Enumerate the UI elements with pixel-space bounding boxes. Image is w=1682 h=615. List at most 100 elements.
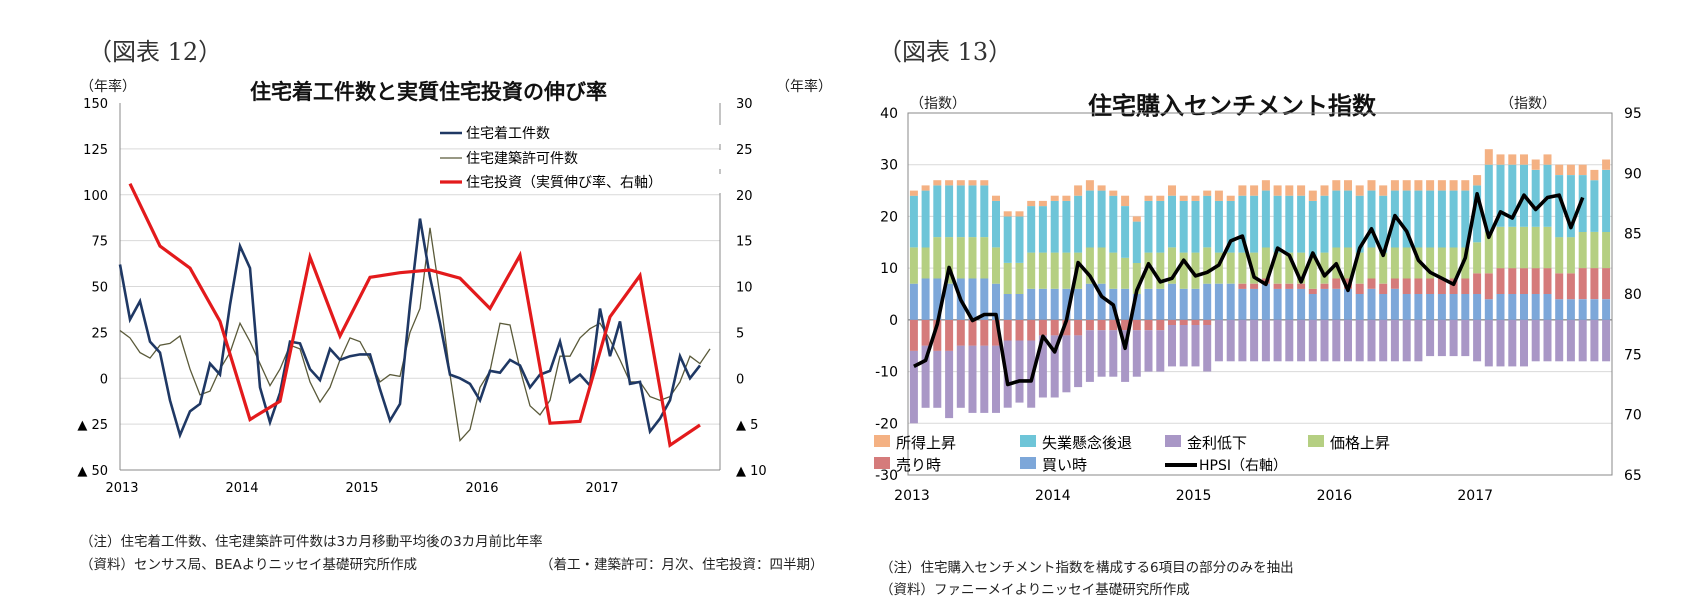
bar-sell [921,319,930,346]
bar-sell [945,319,954,351]
bar-income [1414,180,1423,191]
legend-rate-text: 金利低下 [1187,434,1247,452]
bar-price [1426,247,1435,279]
bar-price [1520,226,1528,269]
y-right-tick-label: 80 [1624,287,1642,303]
bar-price [1062,252,1071,289]
series-line-housing-starts [118,218,702,440]
bar-sell [1308,288,1317,294]
bar-buy [1273,288,1282,320]
y-right-tick-label: 0 [736,372,744,387]
bar-job [1015,216,1024,263]
bar-sell [1449,278,1458,294]
bar-buy [1097,283,1106,320]
bar-income [968,180,977,186]
y-left-tick-label: 10 [880,261,898,277]
bar-buy [968,278,977,320]
left-axis-unit: （年率） [80,79,136,95]
legend-income-swatch [874,435,890,447]
series-line-hpsi [913,192,1585,387]
bar-buy [1062,288,1071,320]
bar-price [1437,247,1446,279]
bar-job [956,185,965,238]
bar-price [1109,252,1118,289]
bar-income [1050,195,1059,201]
bar-rate [945,350,954,419]
bar-price [1555,237,1564,274]
bar-buy [909,283,918,320]
bar-buy [1344,288,1352,320]
bar-rate [1261,319,1270,362]
bar-sell [1027,319,1036,341]
bar-sell [1414,278,1423,294]
bar-rate [1250,319,1259,362]
legend-bg [434,125,734,144]
y-left-tick-label: 0 [889,313,898,329]
bar-rate [1097,330,1106,377]
bar-price [1085,247,1094,284]
bar-sell [1085,319,1094,331]
bar-buy [1050,288,1059,320]
bar-rate [1308,319,1317,362]
bar-job [1027,206,1036,253]
bar-price [1531,226,1540,269]
bar-job [1461,190,1470,248]
y-left-tick-label: 150 [83,97,108,112]
bar-income [1074,185,1083,196]
y-left-tick-label: 0 [100,372,108,387]
y-left-tick-label: 30 [880,158,898,174]
bar-rate [1273,319,1282,362]
bar-buy [1484,299,1493,320]
x-tick-label: 2016 [1317,488,1353,504]
bar-price [1578,231,1587,269]
bar-buy [1531,294,1540,320]
bar-sell [1332,278,1341,289]
bar-income [933,180,942,186]
bar-buy [1085,283,1094,320]
bar-buy [1332,288,1341,320]
bar-job [909,195,918,248]
series-line-residential-investment [128,183,701,448]
bar-price [909,247,918,284]
bar-price [1602,231,1611,269]
bar-income [1261,180,1270,191]
bar-buy [1261,283,1270,320]
bar-job [1449,190,1458,248]
bar-rate [1531,319,1540,362]
bar-job [1144,200,1153,253]
bar-job [968,185,977,238]
bar-buy [1250,288,1259,320]
bar-rate [1461,319,1470,357]
bar-buy [1285,288,1294,320]
bar-price [1261,247,1270,279]
legend-job-swatch [1020,435,1036,447]
bar-sell [1602,268,1611,300]
bar-price [1390,247,1399,279]
bar-sell [1461,278,1470,294]
bar-price [1015,263,1024,294]
bar-rate [968,345,977,413]
bar-buy [1015,294,1024,320]
bar-rate [1555,319,1564,362]
bar-buy [1520,294,1528,320]
bar-job [1238,195,1247,253]
y-right-tick-label: 10 [736,281,753,296]
bar-income [1226,195,1235,201]
bar-sell [1285,283,1294,289]
bar-sell [1015,319,1024,341]
bar-income [1121,195,1130,206]
bar-buy [1144,288,1153,320]
y-right-tick-label: 25 [736,143,753,158]
bar-rate [1473,319,1482,362]
bar-income [1461,180,1470,191]
bar-rate [1214,319,1223,362]
bar-price [1473,242,1482,274]
bar-rate [1566,319,1575,362]
bar-sell [1250,283,1259,289]
bar-job [992,200,1000,248]
bar-rate [1191,325,1200,367]
bar-price [1344,247,1352,279]
x-tick-label: 2014 [1035,488,1071,504]
bar-buy [1191,288,1200,320]
